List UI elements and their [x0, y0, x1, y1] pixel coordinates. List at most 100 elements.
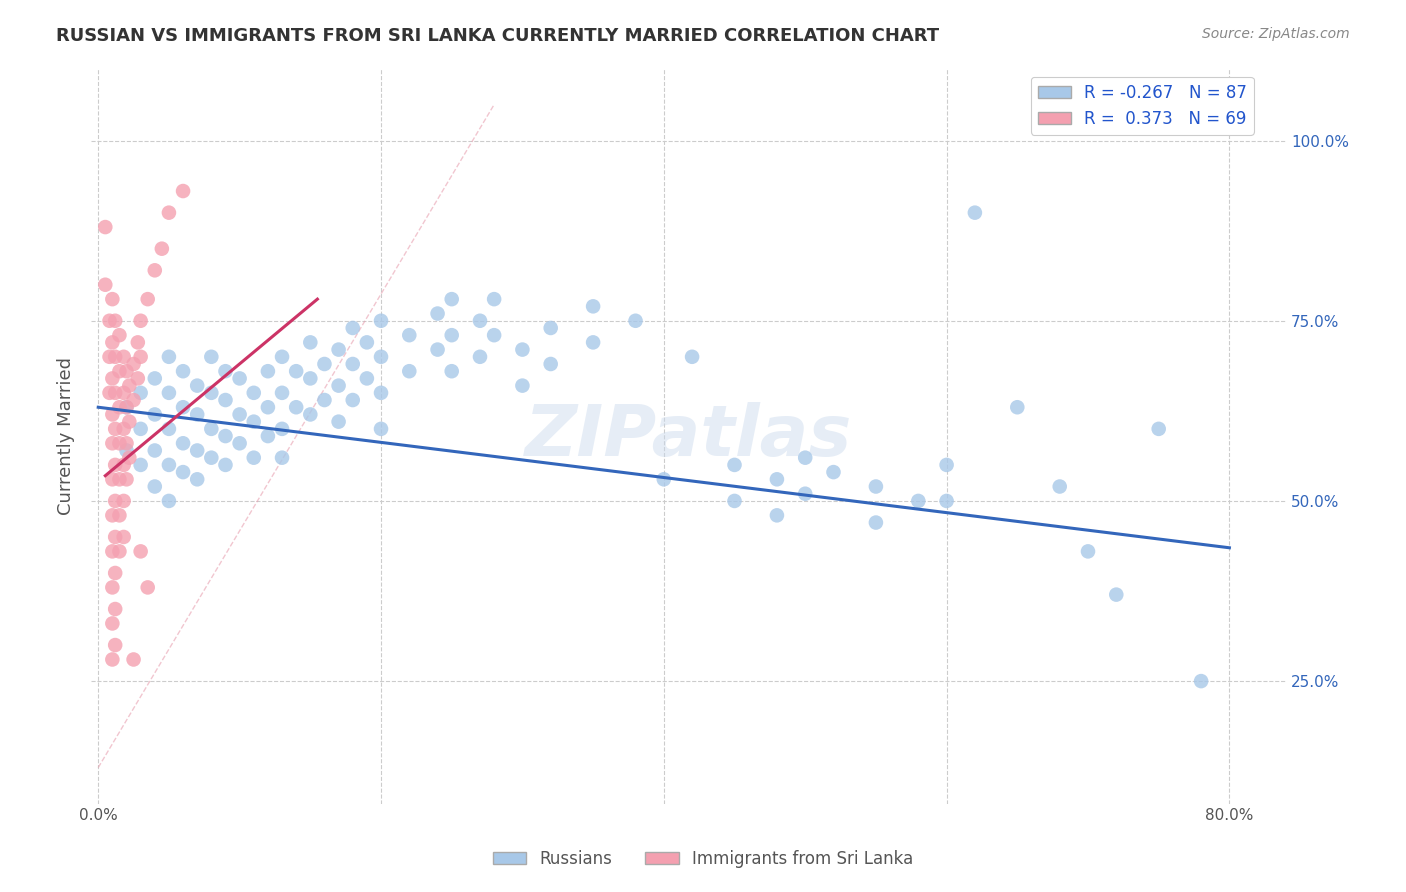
- Point: [129, 422, 152, 436]
- Text: RUSSIAN VS IMMIGRANTS FROM SRI LANKA CURRENTLY MARRIED CORRELATION CHART: RUSSIAN VS IMMIGRANTS FROM SRI LANKA CUR…: [56, 27, 939, 45]
- Point: [370, 350, 392, 364]
- Point: [112, 494, 135, 508]
- Point: [104, 638, 127, 652]
- Point: [129, 385, 152, 400]
- Point: [101, 371, 124, 385]
- Point: [122, 652, 145, 666]
- Point: [143, 371, 166, 385]
- Point: [271, 450, 294, 465]
- Point: [115, 364, 138, 378]
- Point: [115, 436, 138, 450]
- Point: [681, 350, 703, 364]
- Point: [214, 429, 236, 443]
- Point: [328, 343, 350, 357]
- Point: [112, 458, 135, 472]
- Point: [129, 458, 152, 472]
- Point: [172, 401, 194, 415]
- Legend: Russians, Immigrants from Sri Lanka: Russians, Immigrants from Sri Lanka: [486, 844, 920, 875]
- Point: [257, 429, 280, 443]
- Point: [440, 292, 463, 306]
- Point: [104, 422, 127, 436]
- Point: [127, 371, 149, 385]
- Point: [1007, 401, 1029, 415]
- Point: [468, 314, 491, 328]
- Point: [299, 335, 322, 350]
- Point: [104, 566, 127, 580]
- Point: [1049, 479, 1071, 493]
- Point: [150, 242, 173, 256]
- Point: [271, 350, 294, 364]
- Point: [108, 364, 131, 378]
- Point: [104, 350, 127, 364]
- Point: [426, 307, 449, 321]
- Point: [482, 328, 505, 343]
- Legend: R = -0.267   N = 87, R =  0.373   N = 69: R = -0.267 N = 87, R = 0.373 N = 69: [1031, 77, 1254, 135]
- Point: [1189, 674, 1212, 689]
- Point: [257, 364, 280, 378]
- Point: [115, 472, 138, 486]
- Point: [104, 385, 127, 400]
- Y-axis label: Currently Married: Currently Married: [58, 357, 75, 515]
- Point: [104, 458, 127, 472]
- Point: [118, 415, 141, 429]
- Point: [157, 494, 180, 508]
- Point: [186, 472, 208, 486]
- Point: [228, 371, 250, 385]
- Point: [214, 458, 236, 472]
- Point: [512, 343, 534, 357]
- Point: [426, 343, 449, 357]
- Point: [935, 494, 957, 508]
- Point: [200, 385, 222, 400]
- Point: [101, 436, 124, 450]
- Point: [108, 508, 131, 523]
- Point: [935, 458, 957, 472]
- Point: [285, 364, 308, 378]
- Point: [112, 530, 135, 544]
- Point: [356, 335, 378, 350]
- Point: [98, 350, 121, 364]
- Point: [127, 335, 149, 350]
- Point: [118, 450, 141, 465]
- Point: [94, 220, 117, 235]
- Point: [794, 450, 817, 465]
- Point: [104, 494, 127, 508]
- Point: [1147, 422, 1170, 436]
- Point: [143, 263, 166, 277]
- Point: [122, 392, 145, 407]
- Point: [342, 357, 364, 371]
- Point: [186, 408, 208, 422]
- Point: [271, 385, 294, 400]
- Point: [907, 494, 929, 508]
- Point: [101, 335, 124, 350]
- Point: [136, 292, 159, 306]
- Point: [101, 472, 124, 486]
- Point: [582, 335, 605, 350]
- Point: [723, 458, 745, 472]
- Point: [299, 408, 322, 422]
- Point: [108, 328, 131, 343]
- Point: [112, 422, 135, 436]
- Point: [257, 401, 280, 415]
- Point: [299, 371, 322, 385]
- Point: [186, 443, 208, 458]
- Point: [963, 205, 986, 219]
- Point: [512, 378, 534, 392]
- Point: [104, 314, 127, 328]
- Point: [242, 450, 264, 465]
- Point: [136, 581, 159, 595]
- Point: [172, 465, 194, 479]
- Point: [101, 408, 124, 422]
- Point: [115, 401, 138, 415]
- Point: [271, 422, 294, 436]
- Point: [370, 314, 392, 328]
- Point: [129, 544, 152, 558]
- Point: [200, 422, 222, 436]
- Point: [122, 357, 145, 371]
- Point: [108, 401, 131, 415]
- Point: [108, 472, 131, 486]
- Point: [314, 392, 336, 407]
- Point: [172, 184, 194, 198]
- Point: [242, 385, 264, 400]
- Point: [723, 494, 745, 508]
- Point: [101, 292, 124, 306]
